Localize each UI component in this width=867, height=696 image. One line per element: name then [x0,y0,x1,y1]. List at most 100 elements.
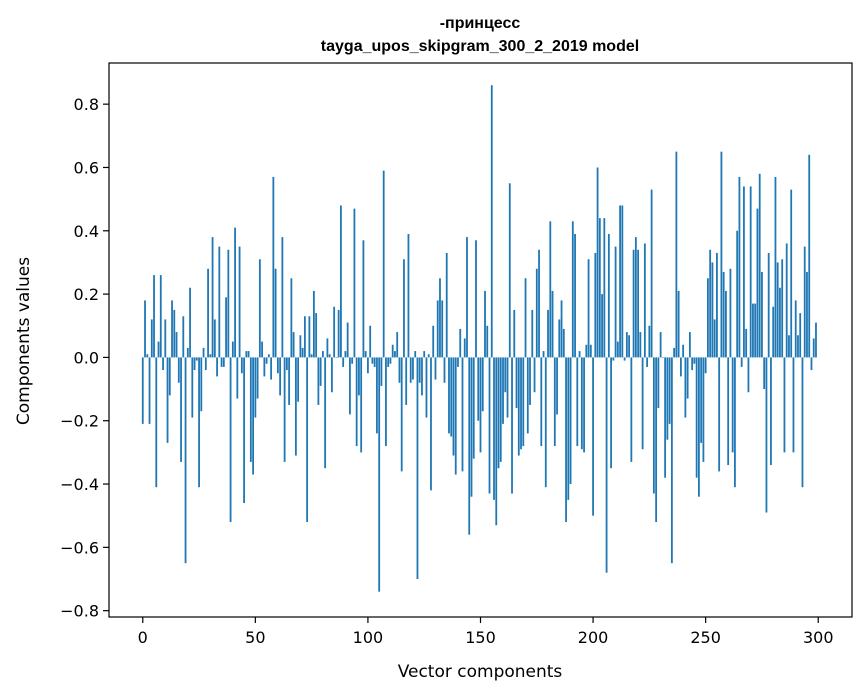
chart-subtitle: tayga_upos_skipgram_300_2_2019 model [321,38,639,55]
bar [448,357,450,434]
bar [279,357,282,396]
bar [204,357,207,371]
bar [686,357,689,399]
bar [815,322,817,358]
y-tick-label: 0.0 [74,348,99,367]
bar [220,357,223,367]
bar [675,151,678,358]
bar [538,249,540,358]
bar [186,347,189,358]
bar [763,357,766,390]
bar [141,357,144,424]
bar [301,347,304,358]
bar [294,357,297,456]
bar [403,259,405,358]
bar [511,357,513,494]
bar [722,271,725,358]
bar [479,357,482,453]
bar [328,354,331,358]
x-tick-label: 200 [578,628,609,647]
y-tick-label: −0.8 [60,602,99,621]
bar [445,252,448,358]
bar [380,357,383,386]
bar [337,309,340,358]
bar [315,313,318,358]
bar [583,357,585,453]
bar [414,351,417,358]
bar [360,357,363,453]
bar [252,357,254,475]
bar [358,357,360,396]
bar [544,357,547,488]
x-tick-label: 100 [353,628,384,647]
bar [502,357,504,424]
bar [547,309,549,358]
bar [153,275,155,358]
bar [785,243,788,358]
bar [236,357,239,399]
bar [457,357,459,367]
bar [238,246,241,358]
bar [571,221,574,358]
bar [434,357,437,380]
bar [614,246,617,358]
bar [517,357,520,456]
bar [716,252,718,358]
bar [475,240,477,358]
bar [412,357,414,380]
y-tick-label: 0.4 [74,222,99,241]
bar [661,357,664,358]
y-tick-label: −0.6 [60,538,99,557]
bar [308,316,311,358]
bar [531,309,534,358]
bar [385,357,387,447]
bar [211,237,214,358]
bar [376,357,378,434]
bar [195,357,198,361]
bar [416,357,419,580]
bar [632,249,635,358]
bar [400,357,403,472]
bar [810,357,813,371]
bar [484,290,486,358]
bar [164,319,167,358]
bar [495,357,498,526]
bar [549,221,552,358]
bar [472,357,475,459]
bar [335,357,338,358]
bar [421,357,423,396]
bar [182,316,185,358]
bar [267,354,270,358]
bar [333,306,336,358]
bar [274,268,277,358]
bar [625,332,628,358]
bar [409,357,412,383]
bar [310,354,313,358]
bar [752,303,754,358]
bar [362,240,365,358]
bar [657,357,660,409]
bar [756,208,759,358]
bar [312,290,315,358]
bar [754,303,757,358]
bar [486,325,489,358]
bar [808,154,811,358]
bar [612,357,615,361]
bar [191,357,194,418]
bar [342,357,345,367]
bar [718,357,721,472]
bar [297,357,300,402]
bar [535,268,538,358]
bar [425,357,428,418]
bar [306,357,309,523]
bar [803,246,806,358]
bar [619,205,621,358]
bar [326,338,329,358]
bar [270,357,273,380]
bar [677,290,680,358]
bar [783,357,786,453]
bar [576,357,579,447]
bar [407,233,410,358]
bar [711,262,714,358]
